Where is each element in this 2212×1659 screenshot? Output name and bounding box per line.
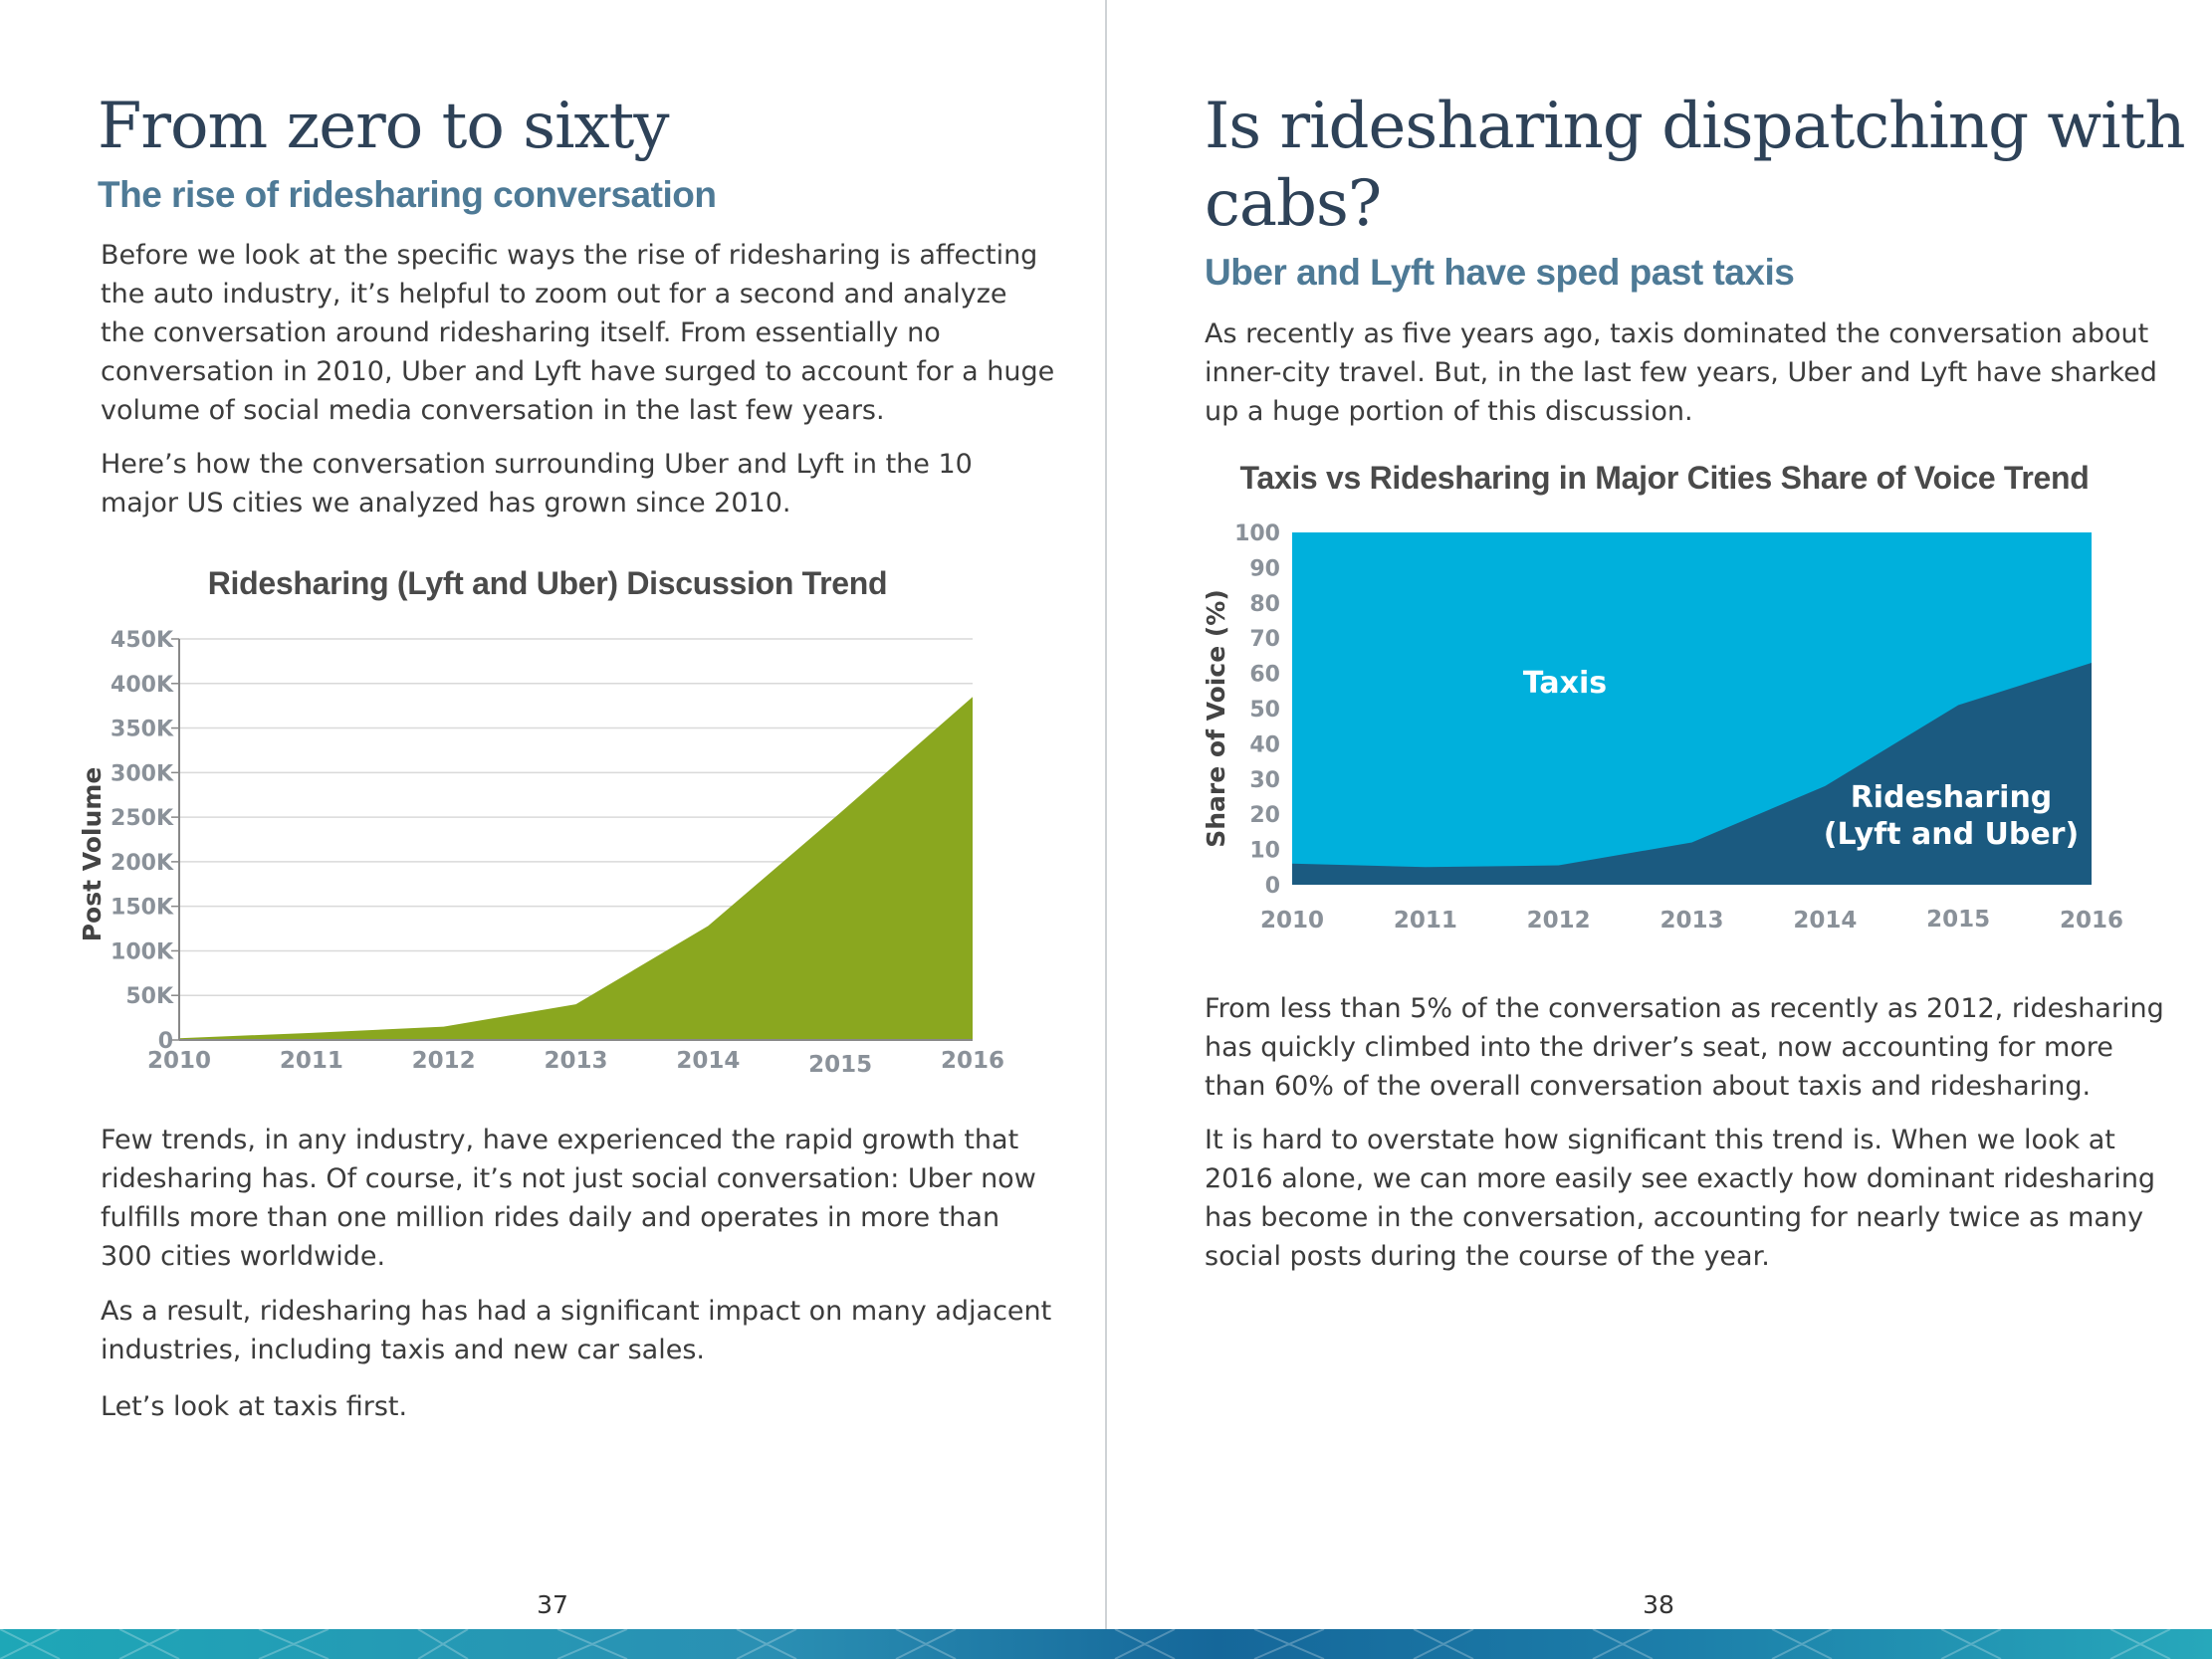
- x-tick-label: 2012: [412, 1048, 476, 1074]
- page-title: Is ridesharing dispatching with cabs?: [1205, 90, 2186, 241]
- significance-paragraph: It is hard to overstate how significant …: [1205, 1125, 2156, 1272]
- taxis-series-label: Taxis: [1523, 666, 1607, 701]
- y-tick-label: 50K: [125, 984, 174, 1009]
- page-subtitle: The rise of ridesharing conversation: [98, 174, 717, 215]
- y-tick-label: 250K: [111, 806, 174, 831]
- y-tick-label: 50: [1249, 698, 1280, 723]
- y-tick-label: 300K: [111, 761, 174, 786]
- ridesharing-area: [179, 697, 973, 1040]
- page-divider: [1105, 0, 1107, 1629]
- x-tick-label: 2016: [2060, 908, 2123, 933]
- y-tick-label: 100K: [111, 939, 174, 964]
- y-tick-label: 70: [1249, 627, 1280, 652]
- ridesharing-series-label: Ridesharing: [1851, 780, 2053, 815]
- footer-decoration: [0, 1629, 2212, 1659]
- y-tick-label: 60: [1249, 663, 1280, 688]
- y-tick-label: 80: [1249, 592, 1280, 617]
- y-tick-label: 40: [1249, 732, 1280, 757]
- y-tick-label: 150K: [111, 896, 174, 921]
- page-number: 38: [1643, 1590, 1674, 1619]
- y-tick-label: 0: [158, 1029, 173, 1054]
- discussion-trend-chart-title: Ridesharing (Lyft and Uber) Discussion T…: [207, 565, 888, 601]
- x-tick-label: 2014: [1793, 908, 1857, 933]
- x-tick-label: 2010: [147, 1048, 211, 1074]
- left-page: From zero to sixty The rise of rideshari…: [0, 0, 1105, 1629]
- x-tick-label: 2011: [1394, 908, 1457, 933]
- taxis-first-paragraph: Let’s look at taxis first.: [101, 1391, 408, 1422]
- right-page: Is ridesharing dispatching with cabs? Ube…: [1107, 0, 2212, 1629]
- x-tick-label: 2012: [1527, 908, 1591, 933]
- impact-paragraph: As a result, ridesharing has had a signi…: [101, 1296, 1052, 1365]
- y-tick-label: 30: [1249, 768, 1280, 793]
- climb-paragraph: From less than 5% of the conversation as…: [1205, 993, 2164, 1102]
- intro-paragraph: Before we look at the specific ways the …: [101, 240, 1055, 426]
- y-tick-label: 20: [1249, 803, 1280, 828]
- y-axis-label: Post Volume: [78, 767, 107, 942]
- y-tick-label: 10: [1249, 839, 1280, 864]
- page-number: 37: [537, 1590, 568, 1619]
- x-tick-label: 2016: [941, 1048, 1004, 1074]
- x-tick-label: 2013: [544, 1048, 607, 1074]
- discussion-trend-chart: 0 50K 100K 150K 200K 250K 300K 350K 400K 450K 2010…: [78, 628, 1004, 1078]
- x-tick-label: 2013: [1659, 908, 1723, 933]
- x-tick-label: 2015: [1926, 907, 1990, 933]
- y-axis-label: Share of Voice (%): [1202, 589, 1230, 848]
- ridesharing-series-sublabel: (Lyft and Uber): [1824, 817, 2079, 852]
- share-of-voice-chart: 0 10 20 30 40 50 60 70 80 90 100 2010 2011 2012 2013 20…: [1202, 521, 2123, 933]
- chart-intro-paragraph: Here’s how the conversation surrounding …: [101, 449, 973, 518]
- y-tick-label: 100: [1234, 521, 1280, 546]
- growth-paragraph: Few trends, in any industry, have experi…: [101, 1125, 1036, 1272]
- x-tick-label: 2011: [280, 1048, 343, 1074]
- page-subtitle: Uber and Lyft have sped past taxis: [1205, 252, 1795, 293]
- y-tick-label: 90: [1249, 556, 1280, 581]
- y-tick-label: 400K: [111, 673, 174, 698]
- footer-pattern: [0, 1629, 2171, 1659]
- x-tick-label: 2014: [676, 1048, 740, 1074]
- y-tick-label: 450K: [111, 628, 174, 653]
- y-tick-label: 350K: [111, 718, 174, 742]
- x-tick-label: 2015: [808, 1052, 872, 1078]
- ridesharing-area: [1292, 662, 2092, 885]
- intro-paragraph: As recently as five years ago, taxis dom…: [1205, 318, 2157, 427]
- page-title: From zero to sixty: [98, 90, 669, 163]
- y-tick-label: 0: [1265, 874, 1280, 899]
- x-tick-label: 2010: [1260, 908, 1324, 933]
- y-tick-label: 200K: [111, 851, 174, 876]
- share-of-voice-chart-title: Taxis vs Ridesharing in Major Cities Sha…: [1239, 460, 2090, 496]
